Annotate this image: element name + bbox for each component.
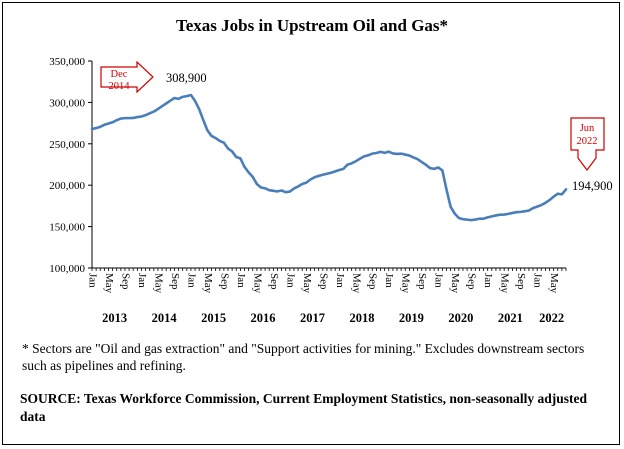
y-tick-label: 100,000 (49, 263, 85, 275)
x-tick-label: Sep (317, 273, 329, 290)
footnote: * Sectors are "Oil and gas extraction" a… (22, 341, 585, 373)
callout-box-dec-2014 (100, 60, 154, 94)
source-note: SOURCE: Texas Workforce Commission, Curr… (20, 391, 588, 424)
callout-box-jun-2022 (570, 117, 605, 171)
x-tick-label: May (449, 273, 461, 294)
y-tick-label: 250,000 (49, 139, 85, 151)
x-tick-label: Sep (466, 273, 478, 290)
y-tick-label: 150,000 (49, 222, 85, 234)
x-tick-label: May (103, 273, 115, 294)
x-tick-label: Jan (185, 273, 197, 288)
x-tick-label: Jan (235, 273, 247, 288)
x-tick-label: May (251, 273, 263, 294)
x-tick-label: Sep (218, 273, 230, 290)
x-year-label: 2016 (251, 311, 276, 325)
x-tick-label: May (202, 273, 214, 294)
callout-month-jun: Jun (580, 123, 595, 134)
x-year-label: 2020 (448, 311, 473, 325)
x-axis: Jan May Sep Jan May Sep Jan May Sep Jan May Sep Jan M… (86, 267, 567, 325)
y-tick-label: 200,000 (49, 180, 85, 192)
x-tick-label: Jan (334, 273, 346, 288)
x-tick-label: Jan (482, 273, 494, 288)
y-axis: 100,000 150,000 200,000 250,000 300,000 350,0… (49, 56, 93, 275)
x-tick-label: Sep (367, 273, 379, 290)
x-tick-label: Jan (284, 273, 296, 288)
y-tick-label: 300,000 (49, 97, 85, 109)
chart-frame (2, 2, 620, 445)
x-tick-label: May (400, 273, 412, 294)
callout-year-2022: 2022 (577, 136, 598, 147)
peak-value-label: 308,900 (166, 71, 207, 85)
x-tick-label: Sep (119, 273, 131, 290)
series-line-texas-jobs (90, 93, 568, 222)
x-year-label: 2015 (201, 311, 226, 325)
x-tick-label: Jan (433, 273, 445, 288)
x-year-label: 2021 (498, 311, 523, 325)
x-tick-label: Jan (532, 273, 544, 288)
x-tick-label: Sep (169, 273, 181, 290)
x-tick-label: May (350, 273, 362, 294)
line-chart: 100,000 150,000 200,000 250,000 300,000 350,0… (49, 56, 613, 325)
x-year-label: 2022 (539, 311, 564, 325)
x-year-label: 2014 (152, 311, 178, 325)
x-tick-label: Jan (383, 273, 395, 288)
callout-year-2014: 2014 (109, 81, 131, 92)
x-tick-label: Sep (268, 273, 280, 290)
callout-month-dec: Dec (111, 69, 128, 80)
x-tick-label: Sep (515, 273, 527, 290)
x-year-label: 2019 (399, 311, 424, 325)
x-tick-label: May (499, 273, 511, 294)
latest-value-label: 194,900 (572, 179, 613, 193)
x-tick-label: Jan (136, 273, 148, 288)
x-tick-label: May (152, 273, 164, 294)
y-tick-label: 350,000 (49, 56, 85, 68)
x-tick-label: Sep (416, 273, 428, 290)
x-year-label: 2013 (102, 311, 127, 325)
x-tick-label: May (548, 273, 560, 294)
chart-title: Texas Jobs in Upstream Oil and Gas* (175, 16, 449, 35)
x-tick-label: Jan (86, 273, 98, 288)
x-year-label: 2018 (349, 311, 374, 325)
x-year-label: 2017 (300, 311, 325, 325)
x-tick-label: May (301, 273, 313, 294)
